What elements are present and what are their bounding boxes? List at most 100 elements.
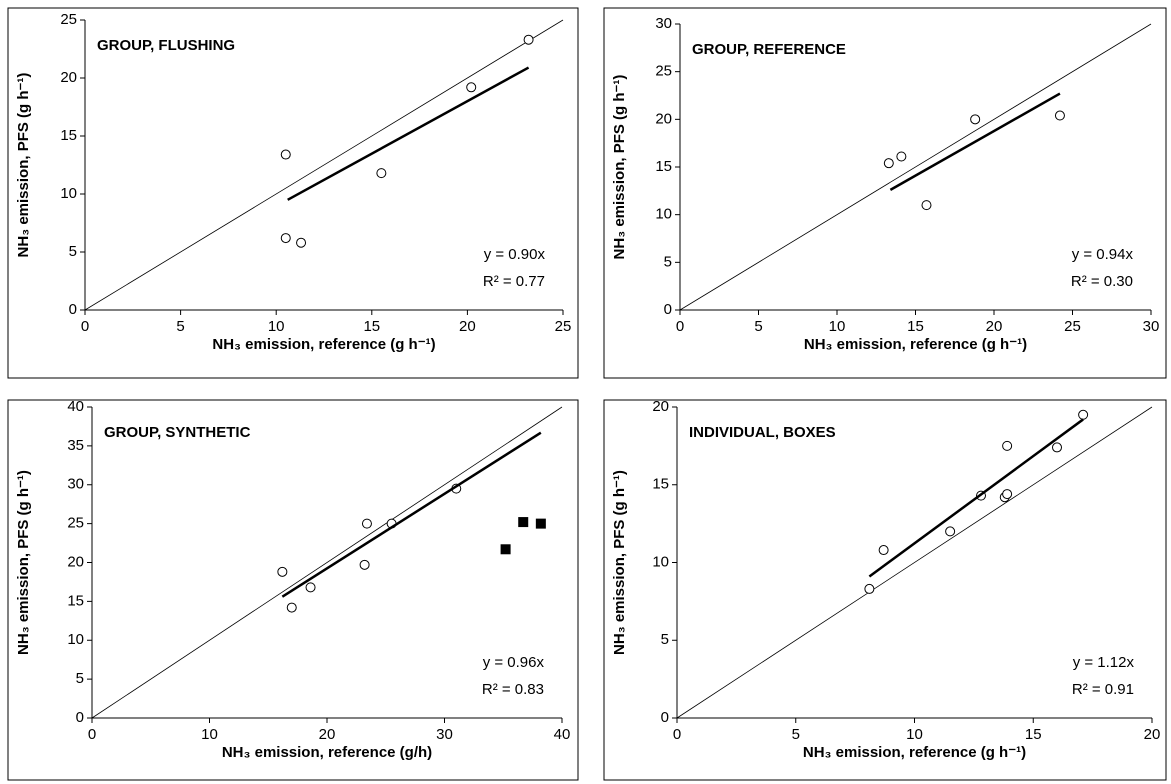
- panel-title: INDIVIDUAL, BOXES: [689, 424, 836, 441]
- x-axis-label: NH₃ emission, reference (g h⁻¹): [212, 336, 435, 353]
- x-tick-label: 10: [268, 318, 285, 335]
- identity-line: [679, 23, 1152, 311]
- point: [280, 233, 291, 244]
- x-tick-label: 20: [986, 318, 1003, 335]
- x-tick-label: 15: [907, 318, 924, 335]
- point: [878, 545, 889, 556]
- x-tick-label: 30: [436, 726, 453, 743]
- y-tick-label: 0: [664, 301, 672, 318]
- point: [864, 583, 875, 594]
- y-tick-label: 10: [652, 553, 669, 570]
- panel-frame: [603, 7, 1167, 379]
- point: [361, 518, 372, 529]
- x-tick-label: 25: [555, 318, 572, 335]
- y-tick-label: 10: [60, 185, 77, 202]
- y-axis-label: NH₃ emission, PFS (g h⁻¹): [611, 75, 628, 260]
- y-tick-label: 15: [655, 158, 672, 175]
- x-tick-label: 20: [459, 318, 476, 335]
- annotation: R² = 0.77: [483, 273, 545, 290]
- x-axis-label: NH₃ emission, reference (g h⁻¹): [804, 336, 1027, 353]
- identity-line: [84, 19, 564, 311]
- x-tick-label: 5: [754, 318, 762, 335]
- identity-line: [676, 406, 1153, 719]
- point: [305, 582, 316, 593]
- y-tick-label: 20: [652, 398, 669, 415]
- y-tick-label: 5: [76, 670, 84, 687]
- x-tick-label: 15: [363, 318, 380, 335]
- panel: 0 5 10 15 20 25 0 5 10 15 20 25 GROUP, FLUSHING NH₃ e…: [7, 7, 579, 379]
- panel-title: GROUP, REFERENCE: [692, 41, 846, 58]
- y-tick-label: 15: [67, 592, 84, 609]
- x-tick-label: 10: [829, 318, 846, 335]
- point: [945, 526, 956, 537]
- y-tick-label: 30: [655, 15, 672, 32]
- y-tick-label: 5: [661, 631, 669, 648]
- annotation: R² = 0.30: [1071, 273, 1133, 290]
- x-tick-label: 15: [1025, 726, 1042, 743]
- annotation: y = 0.96x: [483, 654, 545, 671]
- panel-title: GROUP, SYNTHETIC: [104, 424, 251, 441]
- y-tick-label: 30: [67, 476, 84, 493]
- x-axis-label: NH₃ emission, reference (g/h): [222, 744, 432, 761]
- point: [1002, 489, 1013, 500]
- panel: 0 10 20 30 40 0 5 10 15 20 25 30 35 40 GROUP, SYNTHETI…: [7, 398, 579, 781]
- point: [883, 158, 894, 169]
- panel-frame: [603, 399, 1167, 781]
- panel-frame: [7, 399, 579, 781]
- x-tick-label: 20: [1144, 726, 1161, 743]
- y-tick-label: 15: [60, 127, 77, 144]
- point: [535, 518, 546, 529]
- y-axis-label: NH₃ emission, PFS (g h⁻¹): [15, 470, 32, 655]
- y-tick-label: 20: [67, 553, 84, 570]
- y-tick-label: 25: [655, 63, 672, 80]
- y-axis-label: NH₃ emission, PFS (g h⁻¹): [611, 470, 628, 655]
- fit-line: [889, 92, 1061, 191]
- point: [1054, 110, 1065, 121]
- point: [500, 544, 511, 555]
- y-tick-label: 20: [60, 69, 77, 86]
- panel: 0 5 10 15 20 25 30 0 5 10 15 20 25 30 GROUP, REFERENCE…: [603, 7, 1167, 379]
- point: [1052, 442, 1062, 453]
- point: [518, 517, 529, 528]
- fit-line: [281, 431, 542, 598]
- y-tick-label: 5: [664, 253, 672, 270]
- annotation: y = 1.12x: [1073, 654, 1135, 671]
- panel: 0 5 10 15 20 0 5 10 15 20 INDIVIDUAL, BOXES NH₃ emi…: [603, 398, 1167, 781]
- y-tick-label: 25: [60, 11, 77, 28]
- point: [286, 602, 297, 613]
- point: [296, 237, 307, 248]
- point: [466, 82, 477, 93]
- x-tick-label: 10: [201, 726, 218, 743]
- y-tick-label: 5: [69, 243, 77, 260]
- point: [376, 168, 387, 179]
- x-axis-label: NH₃ emission, reference (g h⁻¹): [803, 744, 1026, 761]
- x-tick-label: 20: [319, 726, 336, 743]
- y-tick-label: 40: [67, 398, 84, 415]
- annotation: R² = 0.91: [1072, 681, 1134, 698]
- y-axis-label: NH₃ emission, PFS (g h⁻¹): [15, 73, 32, 258]
- point: [1002, 440, 1013, 451]
- x-tick-label: 5: [792, 726, 800, 743]
- point: [1078, 409, 1089, 420]
- y-tick-label: 15: [652, 476, 669, 493]
- point: [280, 149, 291, 160]
- x-tick-label: 40: [554, 726, 571, 743]
- panel-frame: [7, 7, 579, 379]
- y-tick-label: 10: [67, 631, 84, 648]
- x-tick-label: 30: [1143, 318, 1160, 335]
- x-tick-label: 5: [176, 318, 184, 335]
- x-tick-label: 0: [673, 726, 681, 743]
- point: [970, 114, 981, 125]
- x-tick-label: 0: [88, 726, 96, 743]
- panel-title: GROUP, FLUSHING: [97, 37, 235, 54]
- x-tick-label: 25: [1064, 318, 1081, 335]
- fit-line: [287, 66, 530, 201]
- identity-line: [91, 406, 563, 719]
- annotation: R² = 0.83: [482, 681, 544, 698]
- y-tick-label: 20: [655, 110, 672, 127]
- y-tick-label: 25: [67, 515, 84, 532]
- y-tick-label: 0: [76, 709, 84, 726]
- x-tick-label: 10: [906, 726, 923, 743]
- y-tick-label: 35: [67, 437, 84, 454]
- x-tick-label: 0: [676, 318, 684, 335]
